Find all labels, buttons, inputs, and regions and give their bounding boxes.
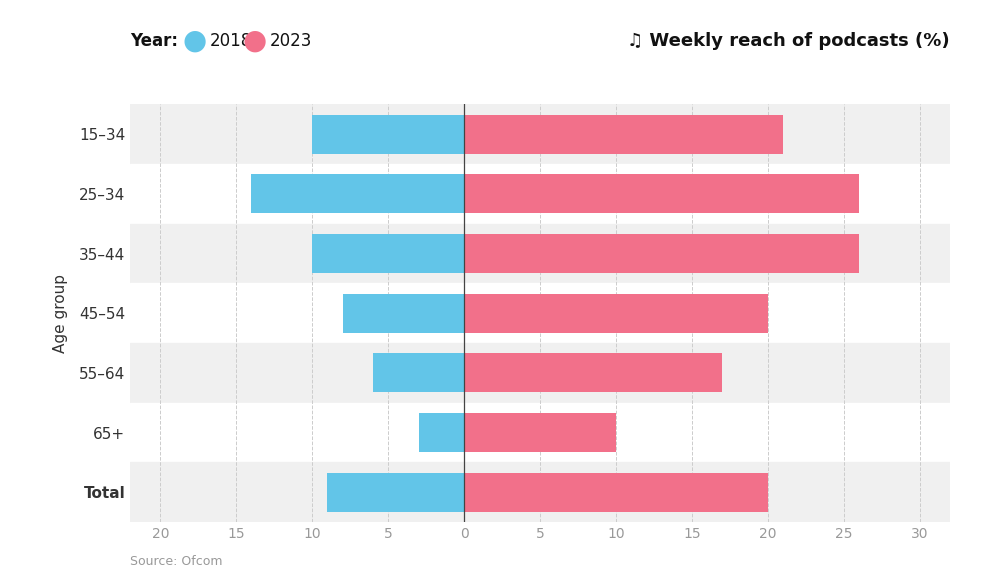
Bar <box>343 294 464 332</box>
Text: 2018: 2018 <box>210 31 252 50</box>
Bar <box>130 462 950 522</box>
Bar <box>130 224 950 284</box>
Bar <box>130 403 950 462</box>
Text: 2023: 2023 <box>270 31 312 50</box>
Bar <box>130 164 950 224</box>
Bar <box>130 284 950 343</box>
Text: Year:: Year: <box>130 31 178 50</box>
Bar <box>312 234 464 273</box>
Bar <box>312 115 464 154</box>
Bar <box>464 234 859 273</box>
Bar <box>464 473 768 512</box>
Bar <box>464 115 783 154</box>
Text: Source: Ofcom: Source: Ofcom <box>130 556 222 568</box>
Bar <box>419 413 464 452</box>
Bar <box>130 104 950 164</box>
Bar <box>373 353 464 392</box>
Text: ●: ● <box>243 27 267 55</box>
Text: ●: ● <box>183 27 207 55</box>
Bar <box>251 175 464 213</box>
Bar <box>130 343 950 403</box>
Bar <box>327 473 464 512</box>
Text: ♫ Weekly reach of podcasts (%): ♫ Weekly reach of podcasts (%) <box>627 31 950 50</box>
Bar <box>464 353 722 392</box>
Bar <box>464 175 859 213</box>
Bar <box>464 413 616 452</box>
Bar <box>464 294 768 332</box>
Y-axis label: Age group: Age group <box>53 274 68 353</box>
